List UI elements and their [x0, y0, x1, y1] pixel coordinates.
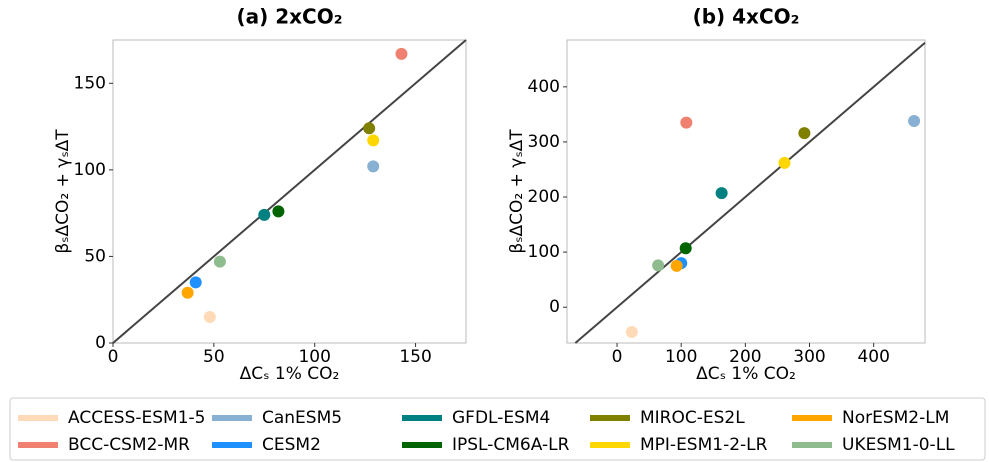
one-to-one-line	[112, 39, 467, 344]
x-tick-label: 200	[729, 347, 761, 367]
y-tick-label: 100	[528, 242, 560, 262]
data-point	[367, 134, 380, 147]
y-tick-label: 0	[549, 297, 560, 317]
data-point: MPI-ESM1-2-LR	[778, 156, 791, 169]
x-axis-label: ΔCₛ 1% CO₂	[240, 364, 340, 384]
data-point: IPSL-CM6A-LR	[679, 242, 692, 255]
data-point: UKESM1-0-LL	[652, 259, 665, 272]
chart-title: (b) 4xCO₂	[693, 5, 800, 29]
data-point: GFDL-ESM4	[715, 187, 728, 200]
x-tick-label: 400	[857, 347, 889, 367]
y-tick-label: 100	[74, 160, 106, 180]
y-tick-label: 0	[95, 333, 106, 353]
legend-label: CESM2	[262, 435, 321, 455]
legend-label: MPI-ESM1-2-LR	[640, 435, 768, 455]
data-point	[272, 205, 285, 218]
legend-label: IPSL-CM6A-LR	[452, 435, 570, 455]
chart-title: (a) 2xCO₂	[237, 5, 343, 29]
legend-box	[9, 397, 986, 461]
x-tick-label: 100	[298, 347, 330, 367]
data-point	[181, 286, 194, 299]
y-tick-label: 50	[84, 246, 106, 266]
y-axis-label: βₛΔCO₂ + γₛΔT	[53, 129, 73, 254]
legend-label: BCC-CSM2-MR	[68, 435, 190, 455]
one-to-one-line	[574, 41, 926, 344]
plot-frame	[112, 39, 467, 344]
data-point	[203, 311, 216, 324]
x-tick-label: 50	[203, 347, 225, 367]
data-point: NorESM2-LM	[670, 259, 683, 272]
data-point: BCC-CSM2-MR	[680, 116, 693, 129]
data-point: MIROC-ES2L	[798, 127, 811, 140]
y-axis-label: βₛΔCO₂ + γₛΔT	[507, 129, 527, 254]
x-tick-label: 150	[399, 347, 431, 367]
data-point: ACCESS-ESM1-5	[625, 325, 638, 338]
data-point: CanESM5	[908, 114, 921, 127]
y-tick-label: 400	[528, 77, 560, 97]
legend-label: UKESM1-0-LL	[842, 435, 955, 455]
data-point	[367, 160, 380, 173]
y-tick-label: 150	[74, 73, 106, 93]
plot-frame	[566, 39, 926, 344]
legend-label: NorESM2-LM	[842, 408, 949, 428]
data-point	[258, 208, 271, 221]
data-point	[213, 255, 226, 268]
x-axis-label: ΔCₛ 1% CO₂	[696, 364, 796, 384]
legend-label: CanESM5	[262, 408, 342, 428]
legend-label: ACCESS-ESM1-5	[68, 408, 206, 428]
data-point	[395, 47, 408, 60]
y-tick-label: 300	[528, 132, 560, 152]
data-point	[363, 122, 376, 135]
x-tick-label: 0	[612, 347, 623, 367]
y-tick-label: 200	[528, 187, 560, 207]
legend-label: MIROC-ES2L	[640, 408, 745, 428]
x-tick-label: 300	[793, 347, 825, 367]
data-point	[189, 276, 202, 289]
legend-label: GFDL-ESM4	[452, 408, 550, 428]
x-tick-label: 100	[665, 347, 697, 367]
x-tick-label: 0	[108, 347, 119, 367]
